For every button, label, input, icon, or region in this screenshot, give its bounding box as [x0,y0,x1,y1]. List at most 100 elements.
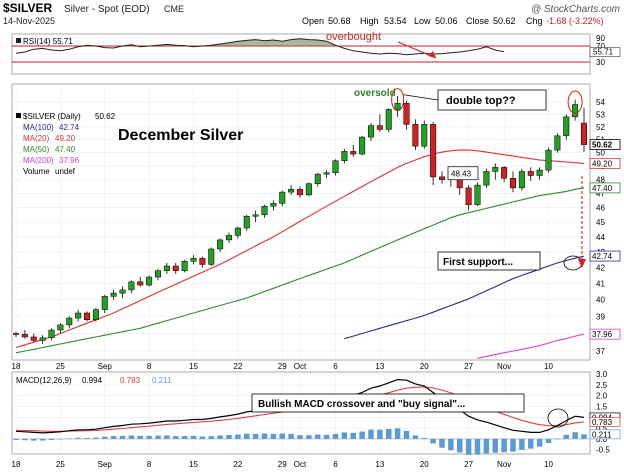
overbought-annotation: overbought [326,31,381,43]
macd-histogram-bar [314,434,321,439]
double-top-circle-2 [567,90,583,114]
chart-date: 14-Nov-2025 [3,16,55,26]
overbought-arrow-head [428,51,436,58]
macd-histogram-bar [137,435,144,439]
candle-body [554,135,561,151]
price-tick-label: 45 [596,218,605,227]
candle-body [412,124,419,147]
macd-legend-value: 0.994 [82,376,103,385]
macd-histogram-bar [492,438,499,453]
price-tick-label: 39 [596,312,605,321]
x-tick-label: 18 [12,362,21,371]
ma20-price-box-label: 49.20 [592,159,613,168]
candle-body [66,317,73,326]
x-tick-label: 8 [147,362,152,371]
candle-body [12,333,20,335]
ma200-price-box [589,328,621,340]
candle-body [225,235,233,241]
x-tick-label: 22 [233,362,242,371]
candle-body [110,292,117,297]
candle-body [57,324,64,331]
x-tick-label: 20 [420,362,429,371]
macd-histogram-bar [527,438,534,449]
x-tick-label-bottom: 15 [189,460,198,469]
ma200-legend-name: MA(200) [23,156,54,165]
macd-tick-label: 0.0 [596,435,608,444]
ma100-legend-name: MA(100) [23,123,54,132]
macd-histogram-bar [510,438,516,452]
candle-body [119,289,126,294]
ma100-line [344,255,585,340]
macd-histogram-bar [350,432,357,439]
x-tick-label: 27 [464,362,473,371]
candle-body [314,173,321,184]
volume-legend-value: undef [55,167,76,176]
ma20-price-box [589,157,621,169]
macd-histogram-bar [243,433,250,439]
x-tick-label-bottom: 8 [147,460,152,469]
candle-body [101,296,108,310]
macd-histogram-bar [13,438,19,440]
x-tick-label: 10 [544,362,553,371]
support-value-box [447,166,479,181]
macd-histogram-bar [448,438,454,451]
candle-body [30,336,37,341]
volume-legend-name: Volume [23,167,50,176]
x-tick-label-bottom: Sep [98,460,113,469]
macd-histogram-bar [252,433,259,439]
macd-histogram-bar [563,434,570,439]
x-tick-label-bottom: 29 [278,460,287,469]
watermark: @ StockCharts.com [531,4,620,15]
macd-histogram-bar [332,433,339,439]
price-tick-label: 46 [596,204,605,213]
macd-histogram-bar [465,438,472,455]
candle-body [128,281,135,291]
macd-histogram-bar [172,436,179,439]
macd-histogram-bar [155,435,161,439]
macd-histogram-bar [30,438,37,441]
x-tick-label: 25 [56,362,65,371]
first-support-box [437,251,541,271]
candle-body [483,171,490,186]
candle-body [270,203,277,207]
candle-body [75,312,82,319]
x-tick-label: Sep [98,362,113,371]
price-tick-label: 47 [596,189,605,198]
rsi-tick-label: 70 [596,42,605,51]
candle-body [83,312,91,321]
candle-body [208,248,215,265]
candle-body [563,116,570,137]
candle-body [190,257,197,262]
candle-body [137,281,144,286]
candle-body [350,151,357,155]
macd-tick-label: 1.5 [596,403,608,412]
support-value-label: 48.43 [451,170,472,179]
price-legend-value: 50.62 [95,112,116,121]
macd-histogram-bar [101,436,108,439]
double-top-circle-1 [391,88,405,112]
price-tick-label: 41 [596,279,605,288]
ticker-symbol: $SILVER [3,1,52,15]
macd-histogram-bar [385,428,392,439]
ma100-price-box-label: 42.74 [592,252,613,261]
x-tick-label-bottom: 13 [375,460,384,469]
macd-tick-label: 2.0 [596,392,608,401]
x-tick-label-bottom: 20 [420,460,429,469]
ma50-price-box [589,182,621,194]
rsi-current-label: 55.71 [593,48,614,57]
macd-histogram-bar [270,433,277,439]
x-tick-label: 29 [278,362,287,371]
macd-histogram-bar [456,438,463,453]
ma50-legend-name: MA(50) [23,145,50,154]
x-tick-label-bottom: Nov [497,460,511,469]
candle-body [509,177,517,189]
macd-histogram-bar [341,432,348,439]
x-tick-label-bottom: 18 [12,460,21,469]
price-tick-label: 40 [596,296,605,305]
macd-tick-label: 2.5 [596,381,608,390]
candle-body [279,191,286,204]
close-price-box [589,139,621,151]
macd-histogram-bar [39,438,46,441]
price-tick-label: 44 [596,233,605,242]
macd-tick-label: 0.5 [596,424,608,433]
